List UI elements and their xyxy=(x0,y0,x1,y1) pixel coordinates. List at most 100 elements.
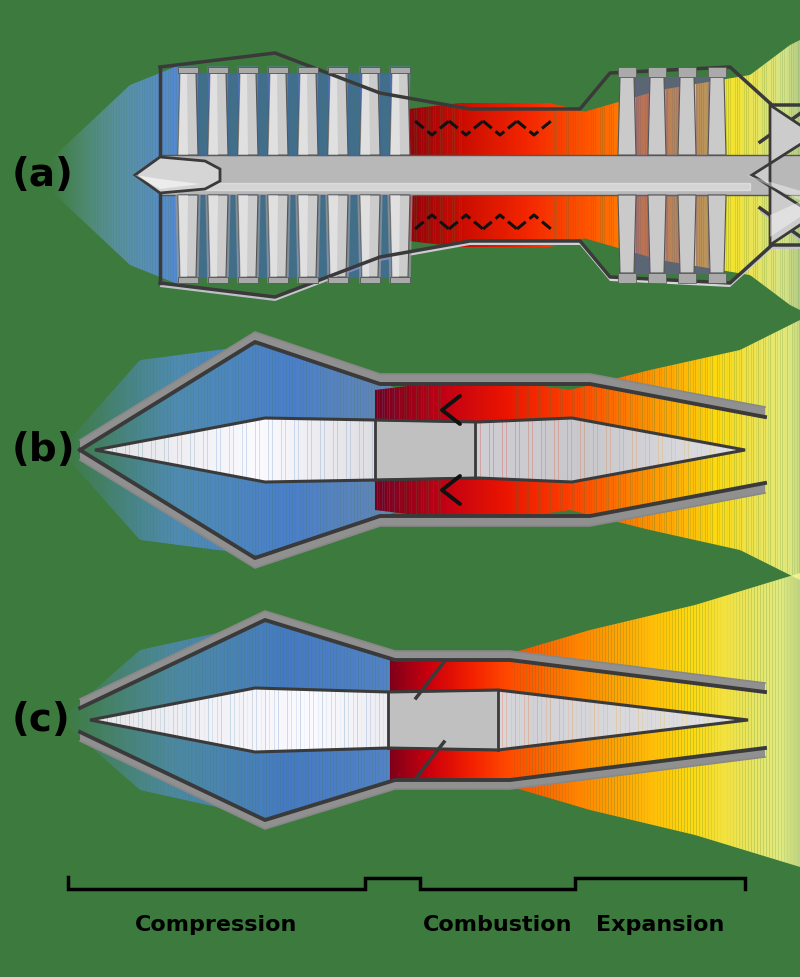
Polygon shape xyxy=(244,346,247,554)
Polygon shape xyxy=(370,648,373,792)
Polygon shape xyxy=(558,418,563,482)
Polygon shape xyxy=(213,696,218,744)
Polygon shape xyxy=(429,106,431,243)
Polygon shape xyxy=(133,654,135,786)
Polygon shape xyxy=(500,103,502,247)
Polygon shape xyxy=(489,690,494,750)
Polygon shape xyxy=(130,443,134,457)
Polygon shape xyxy=(118,666,122,774)
Polygon shape xyxy=(126,87,128,263)
Polygon shape xyxy=(682,608,685,832)
Polygon shape xyxy=(547,103,550,247)
Polygon shape xyxy=(638,372,640,528)
Polygon shape xyxy=(460,653,462,787)
Polygon shape xyxy=(443,382,446,518)
Polygon shape xyxy=(334,637,336,803)
Polygon shape xyxy=(424,421,429,479)
Polygon shape xyxy=(614,103,616,247)
Polygon shape xyxy=(580,419,585,481)
Polygon shape xyxy=(572,418,576,482)
Polygon shape xyxy=(375,420,475,480)
Polygon shape xyxy=(727,353,730,548)
Polygon shape xyxy=(77,428,80,472)
Polygon shape xyxy=(305,690,310,750)
Polygon shape xyxy=(329,419,334,481)
Polygon shape xyxy=(523,103,526,247)
Text: (b): (b) xyxy=(12,431,76,469)
Polygon shape xyxy=(162,357,165,543)
Polygon shape xyxy=(730,245,772,287)
Polygon shape xyxy=(382,389,385,511)
Polygon shape xyxy=(466,653,468,787)
Polygon shape xyxy=(96,686,99,754)
Polygon shape xyxy=(182,433,186,467)
Polygon shape xyxy=(122,663,124,776)
Polygon shape xyxy=(327,690,331,749)
Polygon shape xyxy=(350,642,353,798)
Polygon shape xyxy=(463,691,467,749)
Polygon shape xyxy=(794,42,796,308)
Polygon shape xyxy=(496,655,498,786)
Polygon shape xyxy=(647,370,650,530)
Polygon shape xyxy=(90,719,94,721)
Polygon shape xyxy=(65,145,66,205)
Polygon shape xyxy=(578,110,581,240)
Polygon shape xyxy=(178,73,198,155)
Polygon shape xyxy=(678,77,696,155)
Polygon shape xyxy=(470,241,580,245)
Polygon shape xyxy=(134,364,137,536)
Polygon shape xyxy=(715,598,718,842)
Polygon shape xyxy=(643,94,646,256)
Polygon shape xyxy=(730,718,735,722)
Polygon shape xyxy=(672,88,674,263)
Polygon shape xyxy=(268,73,278,155)
Polygon shape xyxy=(410,108,412,241)
Polygon shape xyxy=(754,342,756,558)
Polygon shape xyxy=(178,195,188,277)
Polygon shape xyxy=(73,137,74,213)
Polygon shape xyxy=(719,80,722,271)
Polygon shape xyxy=(611,104,614,247)
Bar xyxy=(160,155,800,195)
Polygon shape xyxy=(80,424,82,476)
Polygon shape xyxy=(301,690,305,750)
Polygon shape xyxy=(498,690,502,750)
Polygon shape xyxy=(174,356,176,544)
Polygon shape xyxy=(170,356,174,544)
Polygon shape xyxy=(189,639,191,801)
Polygon shape xyxy=(109,104,110,246)
Polygon shape xyxy=(389,386,391,515)
Polygon shape xyxy=(693,84,694,266)
Polygon shape xyxy=(478,654,480,786)
Polygon shape xyxy=(118,95,120,256)
Polygon shape xyxy=(480,382,482,518)
Polygon shape xyxy=(375,650,378,790)
Polygon shape xyxy=(341,366,343,533)
Polygon shape xyxy=(258,73,268,155)
Polygon shape xyxy=(270,620,272,820)
Polygon shape xyxy=(390,195,410,283)
Polygon shape xyxy=(638,706,642,733)
Polygon shape xyxy=(234,691,239,749)
Polygon shape xyxy=(320,419,325,481)
Polygon shape xyxy=(431,106,434,244)
Polygon shape xyxy=(199,352,202,548)
Polygon shape xyxy=(640,372,642,529)
Polygon shape xyxy=(446,652,448,788)
Polygon shape xyxy=(490,654,492,786)
Polygon shape xyxy=(639,617,642,823)
Polygon shape xyxy=(472,691,476,749)
Polygon shape xyxy=(78,133,79,218)
Polygon shape xyxy=(321,359,323,541)
Polygon shape xyxy=(154,358,156,542)
Polygon shape xyxy=(272,620,275,820)
Polygon shape xyxy=(81,130,82,221)
Polygon shape xyxy=(360,374,363,526)
Polygon shape xyxy=(646,94,647,256)
Polygon shape xyxy=(742,76,744,274)
Polygon shape xyxy=(95,116,97,234)
Polygon shape xyxy=(782,577,785,863)
Polygon shape xyxy=(715,80,718,270)
Polygon shape xyxy=(390,277,410,283)
Polygon shape xyxy=(225,630,227,809)
